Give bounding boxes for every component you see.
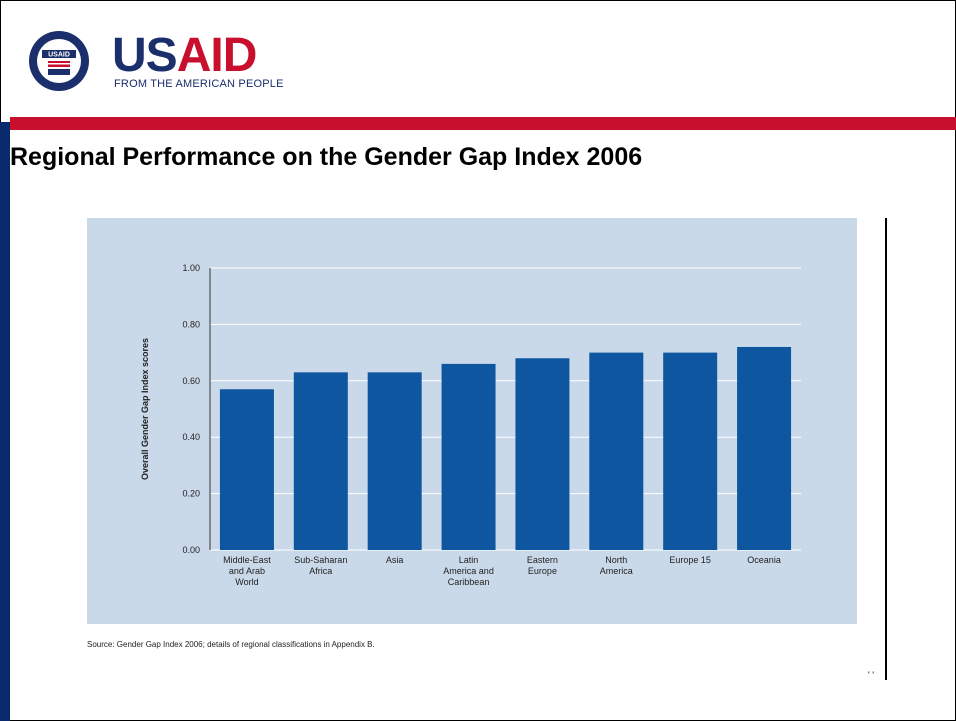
- bar: [515, 358, 570, 550]
- y-tick-label: 0.60: [182, 376, 200, 386]
- seal-text: USAID: [48, 52, 70, 59]
- y-tick-label: 0.20: [182, 489, 200, 499]
- usaid-wordmark: USAID: [112, 29, 258, 82]
- x-tick-label: Oceania: [747, 555, 781, 565]
- usaid-seal-icon: USAID: [29, 31, 89, 91]
- x-tick-label: Europe: [528, 566, 557, 576]
- y-axis-label: Overall Gender Gap Index scores: [140, 338, 150, 480]
- x-tick-label: Europe 15: [669, 555, 711, 565]
- wordmark-us: US: [112, 29, 178, 82]
- y-tick-label: 1.00: [182, 263, 200, 273]
- slide-title: Regional Performance on the Gender Gap I…: [10, 143, 643, 171]
- x-tick-label: Asia: [386, 555, 404, 565]
- logo-tagline: FROM THE AMERICAN PEOPLE: [114, 78, 284, 90]
- x-tick-label: Eastern: [527, 555, 558, 565]
- y-tick-label: 0.80: [182, 319, 200, 329]
- x-tick-label: Sub-Saharan: [294, 555, 347, 565]
- y-tick-label: 0.00: [182, 545, 200, 555]
- x-tick-label: Africa: [309, 566, 332, 576]
- x-tick-label: Middle-East: [223, 555, 271, 565]
- x-tick-label: America: [600, 566, 633, 576]
- wordmark-aid: AID: [176, 29, 258, 82]
- x-tick-label: North: [605, 555, 627, 565]
- left-accent-bar: [0, 122, 10, 721]
- bar: [441, 363, 496, 550]
- x-tick-label: America and: [443, 566, 494, 576]
- bar: [589, 352, 644, 550]
- source-note: Source: Gender Gap Index 2006; details o…: [87, 640, 375, 649]
- bar: [293, 372, 348, 550]
- y-tick-label: 0.40: [182, 432, 200, 442]
- bar: [737, 346, 792, 550]
- vertical-rule: [885, 218, 887, 680]
- bar: [367, 372, 422, 550]
- x-tick-label: and Arab: [229, 566, 265, 576]
- page-marks: ' ': [868, 670, 874, 680]
- bar: [219, 389, 274, 550]
- x-tick-label: Latin: [459, 555, 479, 565]
- x-tick-label: World: [235, 577, 258, 587]
- bar-chart: 0.00 0.20 0.40 0.60 0.80 1.00 Overall Gender G…: [140, 263, 801, 587]
- x-tick-label: Caribbean: [448, 577, 490, 587]
- header-red-band: [10, 117, 956, 130]
- bar: [663, 352, 718, 550]
